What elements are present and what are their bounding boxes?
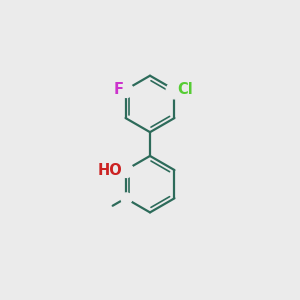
Text: HO: HO (98, 163, 123, 178)
Text: Cl: Cl (177, 82, 193, 97)
Text: F: F (113, 82, 123, 97)
